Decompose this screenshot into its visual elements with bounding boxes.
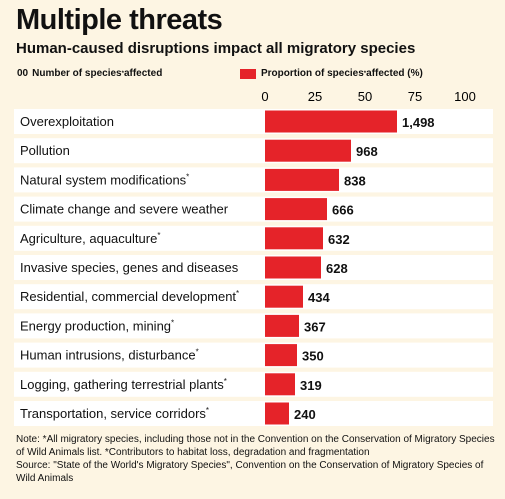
row-background <box>14 138 493 164</box>
category-label-sup: * <box>236 289 239 298</box>
row-background <box>14 167 493 193</box>
data-label-count: 350 <box>302 349 324 364</box>
legend-number-sample: 00 <box>17 68 29 79</box>
bar <box>265 285 303 308</box>
bar <box>265 139 351 162</box>
category-label-text: Climate change and severe weather <box>20 202 229 217</box>
category-label: Climate change and severe weather <box>20 202 229 217</box>
category-label-sup: * <box>224 377 227 386</box>
legend-proportion-label: Proportion of species <box>261 68 364 79</box>
category-label: Transportation, service corridors* <box>20 406 209 421</box>
legend-number-key: 00 Number of species * affected <box>17 68 163 79</box>
row-background <box>14 371 493 397</box>
bar <box>265 198 327 221</box>
x-tick-label: 50 <box>358 89 372 104</box>
data-label-count: 838 <box>344 173 366 188</box>
category-label: Agriculture, aquaculture* <box>20 231 160 246</box>
bar <box>265 256 321 279</box>
bar-chart: 0 25 50 75 100 Overexploitation 1,498 Pollution… <box>14 89 493 426</box>
category-label-text: Overexploitation <box>20 114 114 129</box>
category-label-sup: * <box>206 406 209 415</box>
row-background <box>14 225 493 251</box>
row-background <box>14 255 493 280</box>
row-background <box>14 313 493 339</box>
category-label: Logging, gathering terrestrial plants* <box>20 377 227 392</box>
category-label: Energy production, mining* <box>20 318 174 333</box>
data-label-count: 968 <box>356 144 378 159</box>
legend-proportion-key: Proportion of species * affected (%) <box>240 68 423 79</box>
data-label-count: 434 <box>308 290 330 305</box>
row-background <box>14 342 493 368</box>
category-label-text: Natural system modifications <box>20 172 187 187</box>
bar <box>265 373 295 396</box>
bar <box>265 314 299 337</box>
row-background <box>14 401 493 426</box>
data-label-count: 666 <box>332 203 354 218</box>
legend-number-label: Number of species <box>32 68 122 79</box>
category-label-sup: * <box>196 348 199 357</box>
x-tick-label: 25 <box>308 89 322 104</box>
bar <box>265 402 289 425</box>
data-label-count: 367 <box>304 319 326 334</box>
note-text: Note: *All migratory species, including … <box>16 434 495 458</box>
row-background <box>14 284 493 310</box>
data-label-count: 319 <box>300 378 322 393</box>
data-label-count: 632 <box>328 232 350 247</box>
legend-proportion-suffix: affected (%) <box>366 68 423 79</box>
chart-title: Multiple threats <box>16 4 223 36</box>
category-label-text: Invasive species, genes and diseases <box>20 260 239 275</box>
category-label: Natural system modifications* <box>20 172 189 187</box>
category-label-text: Agriculture, aquaculture <box>20 231 157 246</box>
category-label: Pollution <box>20 143 70 158</box>
x-tick-label: 75 <box>408 89 422 104</box>
bar <box>265 344 297 367</box>
category-label-text: Residential, commercial development <box>20 289 236 304</box>
bar <box>265 110 397 133</box>
category-label-text: Human intrusions, disturbance <box>20 348 196 363</box>
category-label: Invasive species, genes and diseases <box>20 260 239 275</box>
legend-swatch <box>240 68 256 79</box>
bar <box>265 227 323 250</box>
chart-subtitle: Human-caused disruptions impact all migr… <box>16 40 416 57</box>
data-label-count: 628 <box>326 261 348 276</box>
x-tick-label: 0 <box>261 89 268 104</box>
x-tick-label: 100 <box>454 89 476 104</box>
source-text: Source: "State of the World's Migratory … <box>16 460 484 484</box>
category-label: Residential, commercial development* <box>20 289 239 304</box>
category-label: Human intrusions, disturbance* <box>20 348 199 363</box>
row-background <box>14 196 493 222</box>
category-label-text: Energy production, mining <box>20 318 171 333</box>
legend-number-suffix: affected <box>123 68 163 79</box>
category-label-text: Logging, gathering terrestrial plants <box>20 377 224 392</box>
category-label-sup: * <box>186 172 189 181</box>
category-label-sup: * <box>171 318 174 327</box>
row-background <box>14 109 493 134</box>
footnotes: Note: *All migratory species, including … <box>16 433 496 485</box>
category-label-text: Pollution <box>20 143 70 158</box>
data-label-count: 1,498 <box>402 115 435 130</box>
bar <box>265 168 339 191</box>
category-label-sup: * <box>157 231 160 240</box>
data-label-count: 240 <box>294 407 316 422</box>
category-label-text: Transportation, service corridors <box>20 406 206 421</box>
category-label: Overexploitation <box>20 114 114 129</box>
